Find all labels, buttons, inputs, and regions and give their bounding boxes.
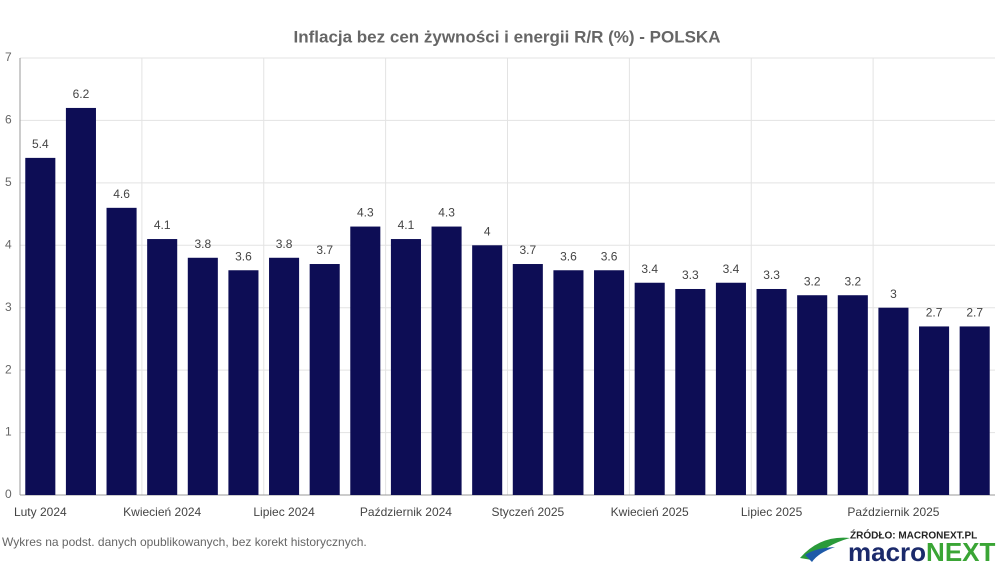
- value-label: 2.7: [966, 306, 983, 320]
- x-tick-label: Październik 2025: [847, 505, 939, 519]
- bar: [919, 326, 950, 495]
- x-tick-label: Lipiec 2025: [741, 505, 803, 519]
- bar: [837, 295, 868, 495]
- logo-left: macro: [848, 537, 926, 567]
- bar: [431, 226, 462, 496]
- logo-right: NEXT: [926, 537, 995, 567]
- y-tick-label: 4: [5, 237, 12, 251]
- value-label: 3.8: [276, 237, 293, 251]
- bar: [715, 282, 746, 495]
- chart-title: Inflacja bez cen żywności i energii R/R …: [294, 27, 721, 46]
- bar: [25, 157, 56, 495]
- footer-note: Wykres na podst. danych opublikowanych, …: [2, 535, 367, 549]
- value-label: 6.2: [73, 87, 90, 101]
- value-label: 3.2: [804, 274, 821, 288]
- value-label: 3.3: [682, 268, 699, 282]
- y-tick-label: 5: [5, 175, 12, 189]
- y-tick-label: 7: [5, 50, 12, 64]
- logo: ŹRÓDŁO: MACRONEXT.PL macroNEXT: [800, 529, 996, 567]
- bar: [594, 270, 625, 495]
- value-label: 3.7: [519, 243, 536, 257]
- value-label: 3.8: [194, 237, 211, 251]
- y-tick-label: 1: [5, 425, 12, 439]
- value-label: 3.7: [316, 243, 333, 257]
- value-label: 3.2: [844, 274, 861, 288]
- bar: [350, 226, 381, 496]
- value-label: 4.1: [398, 218, 415, 232]
- bar: [269, 257, 300, 495]
- bar: [106, 207, 137, 496]
- bar: [959, 326, 990, 495]
- value-label: 2.7: [926, 306, 943, 320]
- bar: [512, 264, 543, 495]
- y-tick-label: 3: [5, 300, 12, 314]
- value-label: 4.1: [154, 218, 171, 232]
- value-label: 3.6: [601, 249, 618, 263]
- value-label: 5.4: [32, 137, 49, 151]
- value-label: 3.6: [235, 249, 252, 263]
- y-tick-label: 2: [5, 362, 12, 376]
- bar: [553, 270, 584, 495]
- y-tick-label: 0: [5, 487, 12, 501]
- bar: [472, 245, 503, 495]
- value-label: 4: [484, 224, 491, 238]
- bar: [675, 288, 706, 495]
- value-label: 4.6: [113, 187, 130, 201]
- bar: [187, 257, 218, 495]
- bar: [756, 288, 787, 495]
- x-tick-label: Luty 2024: [14, 505, 67, 519]
- x-tick-label: Kwiecień 2025: [611, 505, 689, 519]
- bar: [147, 239, 178, 495]
- value-label: 3.6: [560, 249, 577, 263]
- bar: [228, 270, 259, 495]
- bar: [65, 107, 96, 495]
- bar: [309, 264, 340, 495]
- bar: [634, 282, 665, 495]
- value-label: 3.3: [763, 268, 780, 282]
- x-tick-label: Styczeń 2025: [491, 505, 564, 519]
- value-label: 3.4: [641, 262, 658, 276]
- bar: [390, 239, 421, 495]
- bar: [797, 295, 828, 495]
- value-label: 3: [890, 287, 897, 301]
- logo-swoosh: [805, 547, 835, 562]
- value-label: 3.4: [723, 262, 740, 276]
- value-label: 4.3: [357, 206, 374, 220]
- logo-source: ŹRÓDŁO: MACRONEXT.PL: [850, 529, 977, 542]
- x-tick-label: Lipiec 2024: [253, 505, 315, 519]
- y-tick-label: 6: [5, 113, 12, 127]
- x-tick-label: Kwiecień 2024: [123, 505, 201, 519]
- value-label: 4.3: [438, 206, 455, 220]
- logo-text: macroNEXT: [848, 537, 996, 567]
- bar: [878, 307, 909, 495]
- x-tick-label: Październik 2024: [360, 505, 452, 519]
